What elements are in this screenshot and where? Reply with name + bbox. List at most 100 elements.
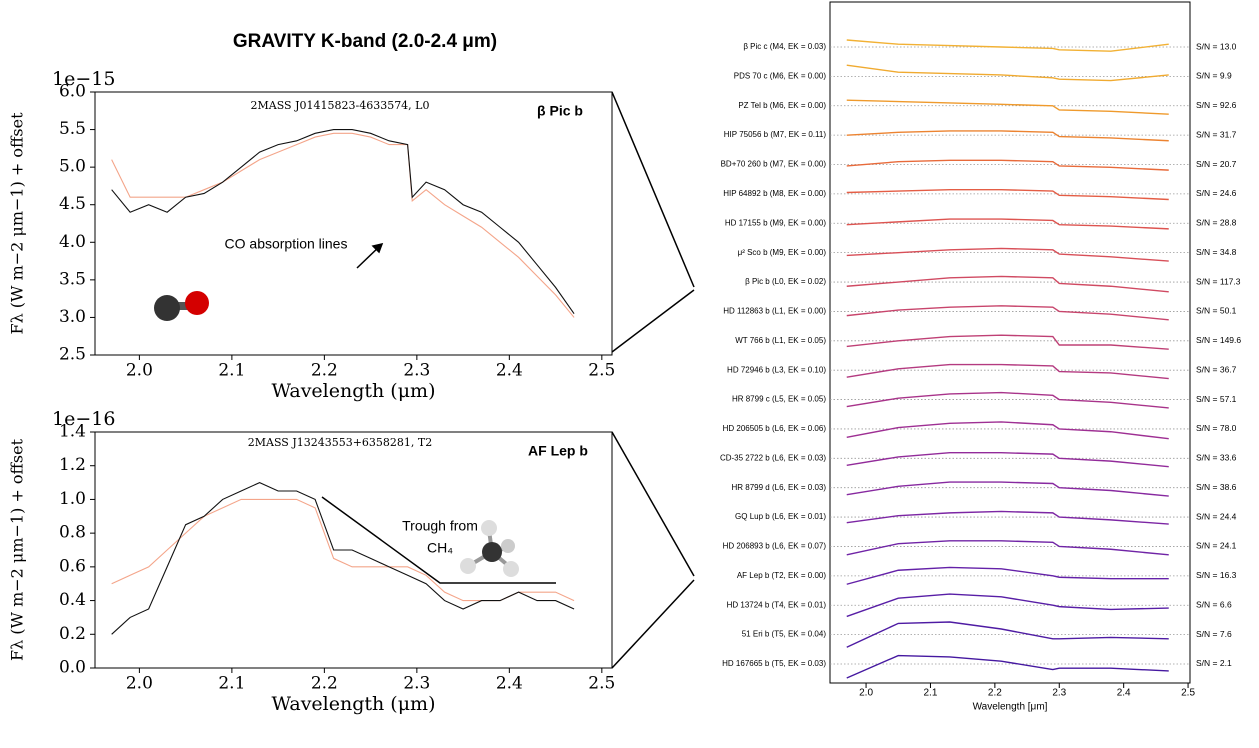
x-tick-label: 2.4 bbox=[1117, 688, 1131, 699]
snr-label: S/N = 33.6 bbox=[1196, 453, 1237, 463]
spectrum-line bbox=[111, 132, 575, 318]
object-label: HD 17155 b (M9, EK = 0.00) bbox=[725, 218, 827, 227]
spectrum-line bbox=[846, 159, 1169, 171]
object-label: β Pic b (L0, EK = 0.02) bbox=[745, 277, 826, 286]
spectrum-line bbox=[846, 566, 1169, 585]
plot-frame bbox=[829, 1, 1191, 684]
snr-label: S/N = 20.7 bbox=[1196, 159, 1237, 169]
spectrum-line bbox=[846, 654, 1169, 679]
object-label: PDS 70 c (M6, EK = 0.00) bbox=[734, 71, 827, 80]
snr-label: S/N = 50.1 bbox=[1196, 306, 1237, 316]
snr-label: S/N = 34.8 bbox=[1196, 247, 1237, 257]
snr-label: S/N = 149.6 bbox=[1196, 335, 1241, 345]
y-tick-label: 0.6 bbox=[59, 556, 86, 576]
x-tick-label: 2.2 bbox=[311, 674, 338, 694]
snr-label: S/N = 78.0 bbox=[1196, 423, 1237, 433]
spectrum-line bbox=[846, 218, 1169, 230]
subtitle: 2MASS J01415823-4633574, L0 bbox=[251, 99, 430, 112]
offset-label: 1e−16 bbox=[52, 408, 115, 430]
snr-label: S/N = 24.4 bbox=[1196, 511, 1237, 521]
snr-label: S/N = 7.6 bbox=[1196, 629, 1232, 639]
y-tick-label: 6.0 bbox=[59, 82, 86, 102]
snr-label: S/N = 24.6 bbox=[1196, 188, 1237, 198]
annotation: CH₄ bbox=[427, 540, 453, 556]
snr-label: S/N = 2.1 bbox=[1196, 658, 1232, 668]
co-molecule bbox=[154, 291, 209, 321]
subtitle: 2MASS J13243553+6358281, T2 bbox=[248, 436, 433, 449]
plot-frame bbox=[94, 431, 613, 669]
object-label: HD 112863 b (L1, EK = 0.00) bbox=[723, 307, 826, 316]
y-axis-label: Fλ (W m−2 μm−1) + offset bbox=[8, 112, 27, 335]
x-tick-label: 2.3 bbox=[403, 361, 430, 381]
object-label: HD 13724 b (T4, EK = 0.01) bbox=[727, 600, 827, 609]
x-axis-label: Wavelength (μm) bbox=[271, 693, 435, 715]
y-tick-label: 0.0 bbox=[59, 658, 86, 678]
object-label: β Pic c (M4, EK = 0.03) bbox=[743, 42, 826, 51]
snr-label: S/N = 38.6 bbox=[1196, 482, 1237, 492]
spectrum-line bbox=[111, 481, 575, 635]
x-tick-label: 2.5 bbox=[588, 361, 615, 381]
ch4-molecule bbox=[460, 520, 519, 577]
annotation: Trough from bbox=[402, 518, 478, 534]
object-label: WT 766 b (L1, EK = 0.05) bbox=[735, 336, 826, 345]
spectrum-line bbox=[846, 39, 1169, 52]
object-label: HR 8799 d (L6, EK = 0.03) bbox=[732, 483, 827, 492]
spectrum-line bbox=[846, 247, 1169, 262]
y-tick-label: 4.0 bbox=[59, 232, 86, 252]
x-tick-label: 2.3 bbox=[1052, 688, 1066, 699]
snr-label: S/N = 13.0 bbox=[1196, 41, 1237, 51]
object-label: HIP 64892 b (M8, EK = 0.00) bbox=[723, 189, 826, 198]
x-tick-label: 2.2 bbox=[311, 361, 338, 381]
object-name: AF Lep b bbox=[528, 443, 588, 459]
spectrum-line bbox=[846, 305, 1169, 321]
object-label: HD 206893 b (L6, EK = 0.07) bbox=[723, 542, 827, 551]
y-tick-label: 1.2 bbox=[59, 455, 86, 475]
x-tick-label: 2.0 bbox=[859, 688, 873, 699]
y-tick-label: 0.2 bbox=[59, 624, 86, 644]
y-tick-label: 4.5 bbox=[59, 194, 86, 214]
snr-label: S/N = 28.8 bbox=[1196, 218, 1237, 228]
object-label: BD+70 260 b (M7, EK = 0.00) bbox=[721, 160, 827, 169]
object-label: HIP 75056 b (M7, EK = 0.11) bbox=[724, 130, 827, 139]
x-tick-label: 2.1 bbox=[218, 361, 245, 381]
snr-label: S/N = 31.7 bbox=[1196, 129, 1237, 139]
x-tick-label: 2.1 bbox=[924, 688, 938, 699]
snr-label: S/N = 36.7 bbox=[1196, 364, 1237, 374]
spectrum-line bbox=[846, 334, 1169, 350]
spectrum-line bbox=[846, 130, 1169, 142]
x-tick-label: 2.5 bbox=[588, 674, 615, 694]
y-tick-label: 3.5 bbox=[59, 269, 86, 289]
x-tick-label: 2.2 bbox=[988, 688, 1002, 699]
object-label: GQ Lup b (L6, EK = 0.01) bbox=[735, 512, 826, 521]
spectrum-line bbox=[846, 621, 1169, 648]
plot-frame bbox=[94, 91, 613, 356]
y-tick-label: 0.8 bbox=[59, 523, 86, 543]
x-tick-label: 2.5 bbox=[1181, 688, 1195, 699]
snr-label: S/N = 9.9 bbox=[1196, 71, 1232, 81]
spectrum-line bbox=[846, 540, 1169, 556]
object-label: CD-35 2722 b (L6, EK = 0.03) bbox=[720, 453, 826, 462]
x-tick-label: 2.3 bbox=[403, 674, 430, 694]
object-label: AF Lep b (T2, EK = 0.00) bbox=[737, 571, 826, 580]
spectrum-line bbox=[846, 363, 1169, 380]
annotation: CO absorption lines bbox=[225, 236, 348, 252]
snr-label: S/N = 117.3 bbox=[1196, 276, 1241, 286]
snr-label: S/N = 92.6 bbox=[1196, 100, 1237, 110]
object-label: HD 167665 b (T5, EK = 0.03) bbox=[722, 659, 826, 668]
snr-label: S/N = 16.3 bbox=[1196, 570, 1237, 580]
x-tick-label: 2.4 bbox=[496, 361, 523, 381]
y-tick-label: 3.0 bbox=[59, 307, 86, 327]
y-tick-label: 5.5 bbox=[59, 119, 86, 139]
object-label: PZ Tel b (M6, EK = 0.00) bbox=[738, 101, 826, 110]
panels: 2.0 2.1 2.2 2.3 2.4 2.5 2.5 3.0 3.5 4.0 4.5 5.0 5.5 6… bbox=[8, 1, 1241, 715]
connectors bbox=[321, 91, 695, 669]
object-label: HD 206505 b (L6, EK = 0.06) bbox=[723, 424, 827, 433]
object-label: μ² Sco b (M9, EK = 0.00) bbox=[738, 248, 827, 257]
spectrum-line bbox=[846, 99, 1169, 115]
y-tick-label: 1.0 bbox=[59, 489, 86, 509]
spectrum-line bbox=[846, 593, 1169, 618]
figure-title: GRAVITY K-band (2.0-2.4 μm) bbox=[233, 31, 497, 52]
x-axis-label: Wavelength [μm] bbox=[973, 702, 1048, 713]
y-tick-label: 2.5 bbox=[59, 345, 86, 365]
